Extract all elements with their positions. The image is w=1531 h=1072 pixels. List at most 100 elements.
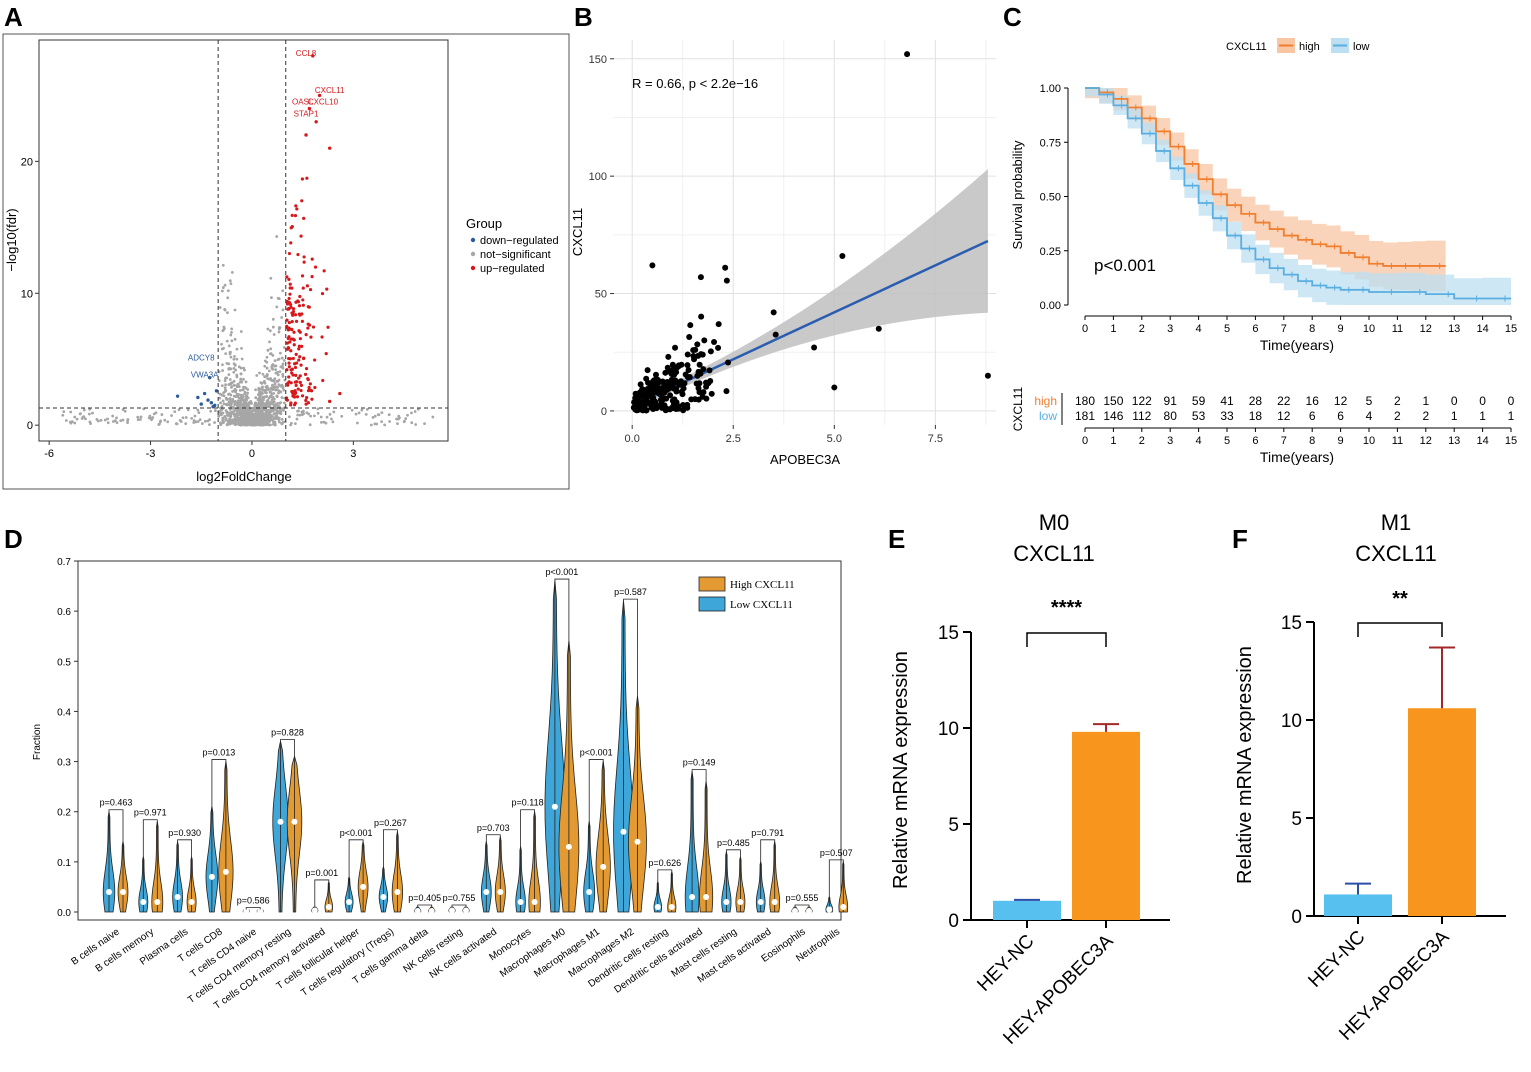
ns-point xyxy=(278,401,281,405)
up-point xyxy=(294,383,298,387)
violin-median xyxy=(277,818,284,825)
up-point xyxy=(298,355,302,359)
p-value-label: p=0.755 xyxy=(443,893,476,903)
ns-point xyxy=(268,390,272,394)
x-tick-label: 6 xyxy=(1252,323,1258,335)
p-value-label: p=0.001 xyxy=(305,868,338,878)
ns-point xyxy=(229,355,233,359)
violin-median xyxy=(428,907,435,914)
panel-c-risk-xlabel: Time(years) xyxy=(1260,449,1334,465)
ns-point xyxy=(223,390,227,393)
ns-point xyxy=(91,411,94,415)
violin-median xyxy=(806,907,812,914)
ns-point xyxy=(278,409,282,412)
ns-point xyxy=(200,422,204,425)
ns-point xyxy=(224,376,228,380)
ns-point xyxy=(159,419,163,423)
up-point xyxy=(314,120,318,124)
ns-point xyxy=(82,408,86,412)
significance-bracket xyxy=(1357,622,1443,637)
p-value-label: p=0.828 xyxy=(271,728,304,738)
ns-point xyxy=(281,362,285,366)
ns-point xyxy=(332,410,336,414)
up-point xyxy=(297,347,301,351)
ns-point xyxy=(221,263,225,267)
ns-point xyxy=(275,235,279,238)
ns-point xyxy=(247,401,251,405)
ns-point xyxy=(245,414,249,418)
up-point xyxy=(304,133,308,137)
ns-point xyxy=(265,366,269,370)
significance-bracket xyxy=(280,739,295,757)
ns-point xyxy=(373,414,377,418)
gene-label: CXCL10 xyxy=(308,98,339,107)
ns-point xyxy=(247,422,250,426)
ns-point xyxy=(238,388,242,392)
y-tick-label: 0.25 xyxy=(1040,246,1061,258)
up-point xyxy=(299,363,303,367)
ns-point xyxy=(240,398,244,401)
risk-x-tick-label: 2 xyxy=(1139,435,1145,447)
y-tick-label: 0 xyxy=(1291,907,1302,928)
ns-point xyxy=(410,421,414,425)
ns-point xyxy=(268,329,272,333)
p-value-label: p=0.267 xyxy=(374,818,407,828)
violin-median xyxy=(291,818,298,825)
down-point xyxy=(207,375,212,380)
ns-point xyxy=(139,415,143,419)
ns-point xyxy=(360,408,364,412)
data-point xyxy=(671,371,678,378)
ns-point xyxy=(271,317,275,321)
ns-point xyxy=(222,402,226,406)
panel-letter-e: E xyxy=(888,524,905,554)
significance-bracket xyxy=(348,839,364,877)
ns-point xyxy=(371,415,375,419)
panel-c-pvalue: p<0.001 xyxy=(1094,256,1156,275)
significance-bracket xyxy=(211,759,227,807)
up-point xyxy=(295,395,300,399)
up-point xyxy=(306,389,311,393)
panel-letter-f: F xyxy=(1232,524,1248,554)
ns-point xyxy=(224,409,228,412)
ns-point xyxy=(364,412,368,416)
ns-point xyxy=(78,412,82,416)
ns-point xyxy=(297,409,300,413)
panel-a-plot-area xyxy=(38,39,449,442)
data-point xyxy=(637,381,644,388)
risk-x-tick-label: 11 xyxy=(1392,435,1403,447)
ns-point xyxy=(177,408,181,412)
risk-count: 0 xyxy=(1479,394,1486,408)
significance-bracket xyxy=(383,829,398,867)
p-value-label: p=0.971 xyxy=(134,808,167,818)
bar xyxy=(993,900,1061,920)
y-tick-label: 0.0 xyxy=(57,908,71,919)
risk-count: 53 xyxy=(1192,409,1206,423)
ns-point xyxy=(235,357,239,361)
risk-count: 4 xyxy=(1366,409,1373,423)
ns-point xyxy=(388,420,392,423)
ns-point xyxy=(296,413,300,417)
significance-bracket xyxy=(760,839,776,862)
data-point xyxy=(687,322,694,329)
y-tick-label: 0.6 xyxy=(57,607,71,618)
data-point xyxy=(665,353,672,360)
violin-median xyxy=(311,907,318,914)
bar xyxy=(1072,731,1140,920)
risk-x-tick-label: 12 xyxy=(1420,435,1432,447)
up-point xyxy=(289,337,293,341)
ns-point xyxy=(126,418,130,421)
ns-point xyxy=(228,403,231,407)
risk-x-tick-label: 4 xyxy=(1196,435,1202,447)
data-point xyxy=(690,347,697,354)
up-point xyxy=(293,365,298,370)
x-tick-label: 2.5 xyxy=(726,433,741,445)
ns-point xyxy=(138,418,142,421)
ns-point xyxy=(300,410,304,414)
ns-point xyxy=(232,362,236,366)
up-point xyxy=(311,325,316,329)
gene-label: OASL xyxy=(292,98,314,107)
ns-point xyxy=(383,423,387,427)
ns-point xyxy=(246,391,250,395)
ns-point xyxy=(242,385,245,389)
ns-point xyxy=(319,415,323,419)
